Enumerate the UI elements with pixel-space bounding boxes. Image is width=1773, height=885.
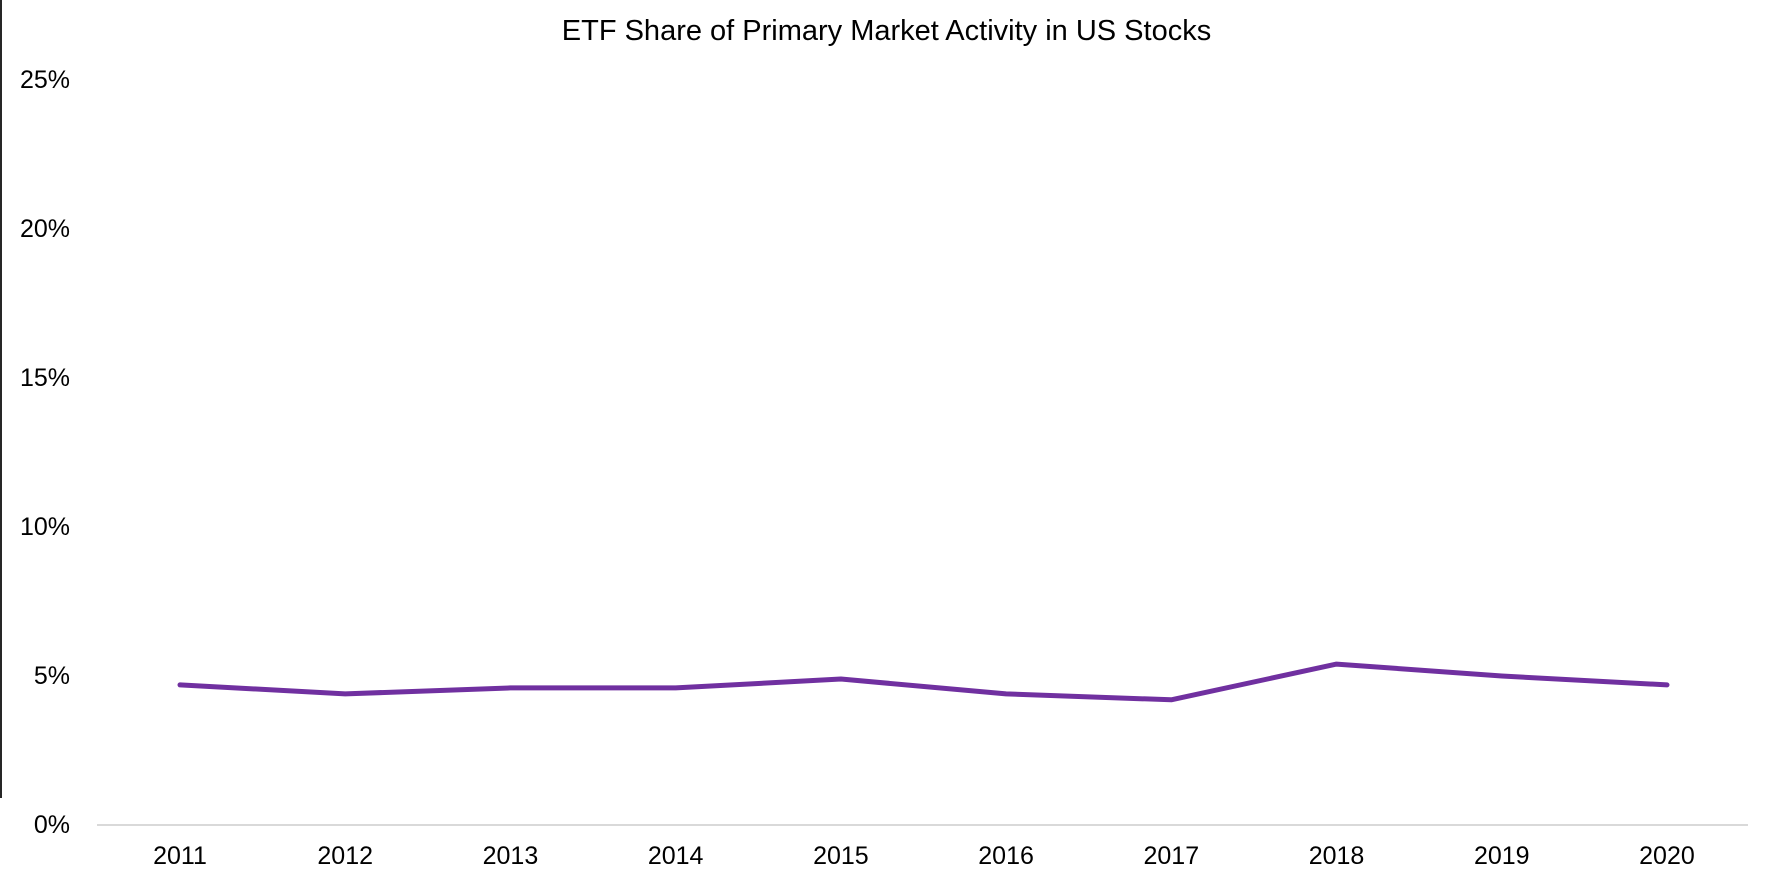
x-axis-tick-label: 2014 <box>647 842 704 870</box>
x-axis-tick-label: 2011 <box>153 842 207 870</box>
x-axis-tick-label: 2012 <box>317 842 374 870</box>
y-axis-tick-label: 0% <box>33 811 70 839</box>
y-axis-tick-label: 15% <box>19 364 70 392</box>
y-axis-tick-label: 10% <box>19 513 70 541</box>
x-axis-tick-label: 2018 <box>1308 842 1365 870</box>
x-axis-tick-label: 2019 <box>1473 842 1530 870</box>
x-axis-tick-label: 2020 <box>1639 842 1695 870</box>
x-axis-tick-label: 2015 <box>813 842 869 870</box>
chart-title: ETF Share of Primary Market Activity in … <box>561 15 1212 47</box>
x-axis-tick-label: 2016 <box>978 842 1034 870</box>
x-axis-tick-label: 2017 <box>1143 842 1200 870</box>
y-axis-tick-label: 5% <box>33 662 70 690</box>
left-edge-line <box>0 0 2 798</box>
line-series <box>177 661 1670 703</box>
y-axis-tick-label: 25% <box>19 66 70 94</box>
y-axis-tick-label: 20% <box>19 215 70 243</box>
x-axis-tick-label: 2013 <box>482 842 539 870</box>
